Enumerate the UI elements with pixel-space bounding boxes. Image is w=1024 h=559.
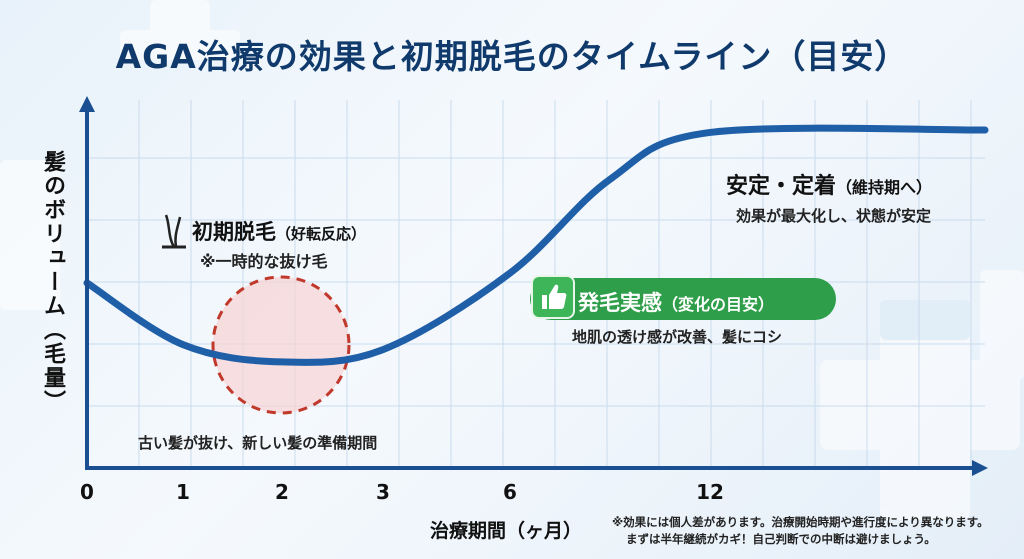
shedding-title: 初期脱毛（好転反応） <box>192 220 367 244</box>
footnote: ※効果には個人差があります。治療開始時期や進行度により異なります。 まずは半年継… <box>612 514 989 548</box>
x-tick-label: 2 <box>275 480 289 504</box>
x-tick-label: 1 <box>176 480 190 504</box>
x-axis-arrow <box>972 460 988 476</box>
shedding-note: ※一時的な抜け毛 <box>200 252 328 271</box>
x-tick-label: 12 <box>696 480 724 504</box>
y-axis-arrow <box>79 96 95 112</box>
page-title: AGA治療の効果と初期脱毛のタイムライン（目安） <box>115 37 909 76</box>
shedding-highlight-circle <box>211 275 351 415</box>
stable-title: 安定・定着（維持期へ） <box>726 174 933 199</box>
hair-follicle-icon <box>162 214 186 249</box>
footnote-line-2: まずは半年継続がカギ！自己判断での中断は避けましょう。 <box>626 532 936 546</box>
x-axis-label: 治療期間（ヶ月） <box>430 520 583 542</box>
growth-caption: 地肌の透け感が改善、髪にコシ <box>572 328 783 346</box>
y-axis-label: 髪のボリューム（毛量） <box>40 150 65 414</box>
thumbs-up-icon <box>531 275 575 319</box>
footnote-line-1: ※効果には個人差があります。治療開始時期や進行度により異なります。 <box>612 515 989 529</box>
stable-caption: 効果が最大化し、状態が安定 <box>736 207 932 225</box>
growth-badge <box>530 278 836 320</box>
x-tick-label: 0 <box>80 480 94 504</box>
volume-curve <box>83 124 989 366</box>
shedding-caption: 古い髪が抜け、新しい髪の準備期間 <box>138 434 378 452</box>
growth-title: 発毛実感（変化の目安） <box>578 291 775 315</box>
x-tick-label: 3 <box>376 480 390 504</box>
x-tick-label: 6 <box>503 480 517 504</box>
